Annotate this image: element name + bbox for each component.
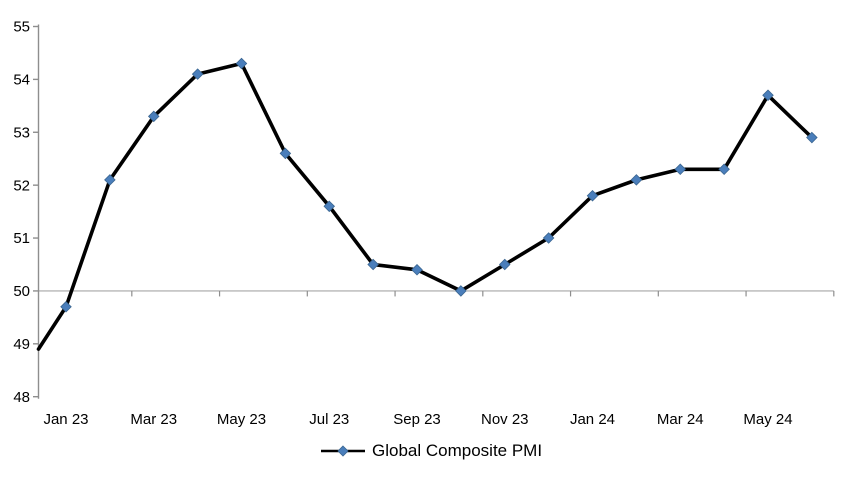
- data-point-marker: [147, 110, 160, 123]
- data-point-marker: [542, 232, 555, 244]
- x-axis-label: Jul 23: [309, 411, 349, 428]
- data-point-marker: [235, 57, 248, 70]
- legend-marker-diamond: [337, 445, 349, 457]
- data-point-marker: [718, 163, 730, 176]
- data-point-marker: [762, 89, 774, 102]
- data-point-marker: [586, 189, 599, 202]
- x-axis-label: May 24: [743, 411, 792, 428]
- y-axis-label: 53: [13, 124, 30, 141]
- data-point-marker: [323, 200, 336, 213]
- y-axis-label: 51: [13, 230, 30, 247]
- x-axis-label: Jan 23: [43, 411, 88, 428]
- data-point-marker: [630, 174, 643, 186]
- legend-line-marker-sample: [321, 445, 365, 457]
- x-axis-label: Mar 24: [657, 411, 704, 428]
- data-point-marker: [104, 174, 116, 186]
- data-point-marker: [279, 147, 292, 160]
- data-point-marker: [411, 264, 423, 276]
- data-point-marker: [498, 258, 511, 271]
- x-axis-label: May 23: [217, 411, 266, 428]
- x-axis-label: Mar 23: [130, 411, 177, 428]
- y-axis-label: 54: [13, 72, 30, 89]
- data-point-marker: [455, 285, 467, 297]
- x-axis-label: Sep 23: [393, 411, 441, 428]
- data-point-marker: [191, 68, 204, 80]
- pmi-series-line: [36, 61, 814, 351]
- x-axis-label: Jan 24: [570, 411, 615, 428]
- data-point-marker: [674, 163, 687, 176]
- y-axis-label: 55: [13, 19, 30, 36]
- y-axis-label: 49: [13, 336, 30, 353]
- legend-label: Global Composite PMI: [372, 441, 543, 460]
- chart-legend: Global Composite PMI: [321, 441, 542, 461]
- data-point-marker: [60, 301, 72, 313]
- data-point-marker: [806, 131, 818, 144]
- y-axis-label: 48: [13, 389, 30, 406]
- y-axis-label: 52: [13, 177, 30, 194]
- x-axis-label: Nov 23: [481, 411, 529, 428]
- data-point-marker: [367, 258, 379, 271]
- y-axis-label: 50: [13, 283, 30, 300]
